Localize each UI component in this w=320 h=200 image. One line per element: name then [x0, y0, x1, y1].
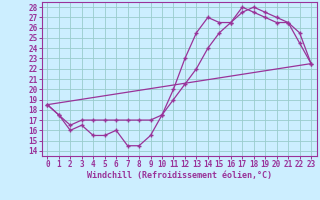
- X-axis label: Windchill (Refroidissement éolien,°C): Windchill (Refroidissement éolien,°C): [87, 171, 272, 180]
